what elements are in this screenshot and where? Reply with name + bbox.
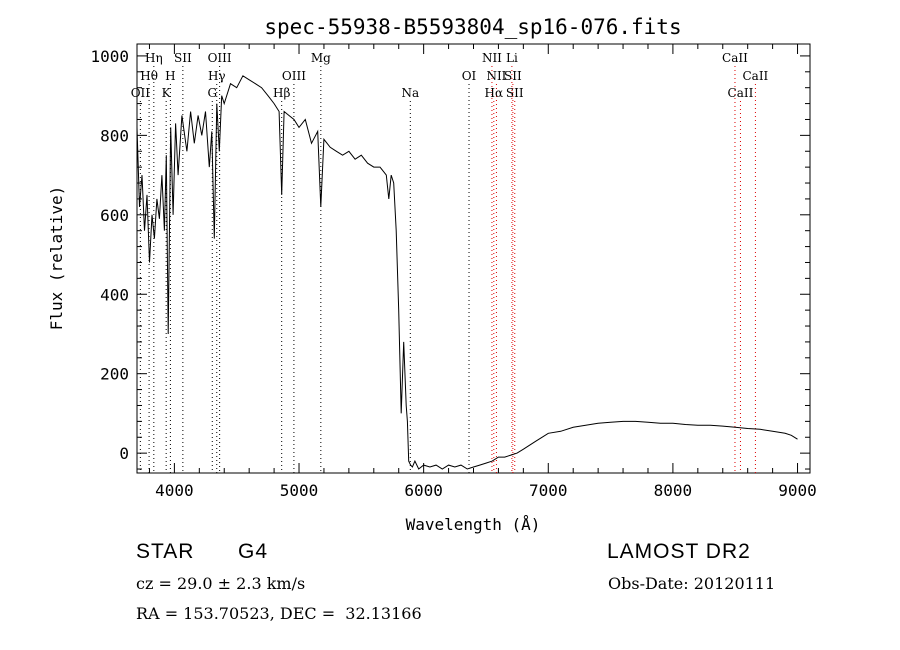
- line-marker-label: OIII: [282, 69, 306, 83]
- line-marker-label: Mg: [311, 51, 331, 65]
- chart-title: spec-55938-B5593804_sp16-076.fits: [264, 15, 681, 39]
- x-tick-label: 6000: [404, 481, 443, 500]
- line-marker-label: Li: [506, 51, 518, 65]
- line-marker-label: Hθ: [140, 69, 158, 83]
- y-tick-label: 0: [119, 444, 129, 463]
- line-marker-label: CaII: [722, 51, 748, 65]
- x-tick-label: 4000: [155, 481, 194, 500]
- x-tick-label: 5000: [280, 481, 319, 500]
- line-marker-label: K: [162, 86, 172, 100]
- line-marker-label: OIII: [208, 51, 232, 65]
- x-tick-label: 7000: [529, 481, 568, 500]
- line-marker-label: G: [207, 86, 217, 100]
- line-marker-label: SII: [174, 51, 192, 65]
- line-marker-label: Na: [401, 86, 419, 100]
- line-marker-label: NII: [482, 51, 502, 65]
- coordinates: RA = 153.70523, DEC = 32.13166: [136, 604, 422, 623]
- y-tick-label: 200: [100, 365, 129, 384]
- object-subclass: G4: [238, 540, 269, 563]
- y-tick-label: 600: [100, 206, 129, 225]
- line-marker-label: OII: [131, 86, 151, 100]
- line-marker-label: SII: [506, 86, 524, 100]
- survey-name: LAMOST DR2: [607, 540, 751, 563]
- line-marker-label: Hγ: [208, 69, 226, 83]
- line-marker-label: SII: [504, 69, 522, 83]
- x-tick-label: 9000: [778, 481, 817, 500]
- line-marker-label: Hβ: [273, 86, 290, 100]
- redshift-value: cz = 29.0 ± 2.3 km/s: [136, 574, 306, 593]
- y-tick-label: 800: [100, 126, 129, 145]
- observation-date: Obs-Date: 20120111: [608, 574, 776, 593]
- line-marker-label: H: [165, 69, 175, 83]
- plot-frame: [136, 43, 811, 474]
- line-marker-label: CaII: [742, 69, 768, 83]
- axis-ticks-group: 4000 5000 6000 7000 8000 9000 0 200 400 600 800 100…: [90, 44, 817, 500]
- line-marker-label: CaII: [728, 86, 754, 100]
- x-tick-label: 8000: [654, 481, 693, 500]
- y-tick-label: 1000: [90, 47, 129, 66]
- line-marker-label: Hα: [485, 86, 504, 100]
- spectrum-line: [136, 75, 798, 470]
- y-axis-label: Flux (relative): [47, 186, 66, 331]
- y-tick-label: 400: [100, 285, 129, 304]
- line-marker-label: OI: [462, 69, 477, 83]
- line-marker-label: NII: [486, 69, 506, 83]
- line-marker-label: Hη: [145, 51, 163, 65]
- x-axis-label: Wavelength (Å): [406, 515, 541, 534]
- object-class: STAR: [136, 540, 195, 563]
